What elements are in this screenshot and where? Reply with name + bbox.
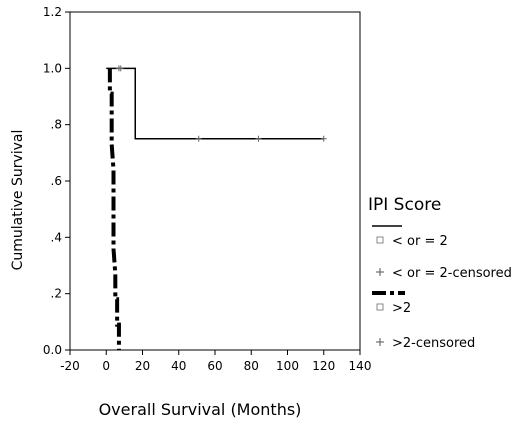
- legend-marker-square: [376, 303, 384, 311]
- series-line-ipi-low: [106, 67, 324, 140]
- legend-entry-label: >2-censored: [392, 336, 475, 351]
- x-tick-label: 140: [349, 359, 372, 373]
- legend-entry-label: < or = 2: [392, 234, 448, 249]
- y-tick-label: 1.2: [43, 5, 62, 19]
- axes: -20 0 20 40 60 80 100 120 140 0.0 .2 .4 .6 .8 1.0 1.2: [43, 5, 372, 373]
- x-tick-label: 100: [276, 359, 299, 373]
- series-layer: [106, 65, 327, 350]
- x-tick-label: 0: [102, 359, 110, 373]
- legend: IPI Score < or = 2 < or = 2-censored >2 >2-…: [368, 195, 512, 351]
- x-tick-label: 60: [207, 359, 222, 373]
- x-tick-label: -20: [60, 359, 80, 373]
- y-tick-label: 1.0: [43, 61, 62, 75]
- legend-title: IPI Score: [368, 195, 441, 215]
- y-tick-label: .6: [51, 174, 62, 188]
- y-tick-label: 0.0: [43, 343, 62, 357]
- y-tick-label: .8: [51, 118, 62, 132]
- series-line-ipi-high: [107, 68, 121, 350]
- y-tick-label: .2: [51, 287, 62, 301]
- x-tick-label: 20: [135, 359, 150, 373]
- x-axis-title: Overall Survival (Months): [99, 400, 302, 419]
- legend-entry-label: >2: [392, 301, 411, 316]
- x-tick-label: 120: [312, 359, 335, 373]
- legend-entry-label: < or = 2-censored: [392, 266, 512, 281]
- x-tick-label: 40: [171, 359, 186, 373]
- y-axis-title: Cumulative Survival: [10, 130, 26, 271]
- y-tick-label: .4: [51, 230, 62, 244]
- legend-marker-square: [376, 236, 384, 244]
- x-tick-label: 80: [244, 359, 259, 373]
- y-axis-title-group: Cumulative Survival: [10, 130, 26, 271]
